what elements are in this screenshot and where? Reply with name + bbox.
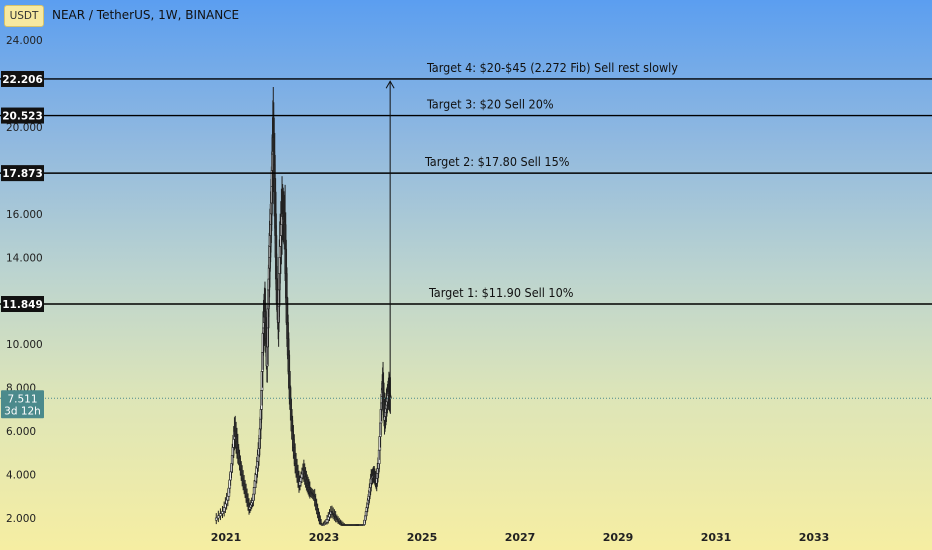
y-tick-label: 4.000 bbox=[6, 470, 36, 482]
current-price-label: 7.511 bbox=[7, 393, 37, 405]
target-annotation: Target 2: $17.80 Sell 15% bbox=[424, 154, 570, 169]
candle-body bbox=[224, 503, 227, 508]
target-annotation: Target 4: $20-$45 (2.272 Fib) Sell rest … bbox=[426, 60, 678, 75]
target-annotation: Target 1: $11.90 Sell 10% bbox=[428, 285, 574, 300]
target-level-label-bg bbox=[1, 165, 44, 182]
candle-body bbox=[328, 513, 331, 518]
candle-body bbox=[214, 517, 218, 521]
target-level-label-bg bbox=[1, 107, 44, 124]
y-tick-label: 16.000 bbox=[6, 209, 43, 221]
candle-body bbox=[217, 515, 220, 519]
current-price-label-bg bbox=[1, 390, 44, 419]
y-tick-label: 10.000 bbox=[6, 339, 43, 351]
candles bbox=[214, 87, 392, 526]
x-tick-label: 2027 bbox=[505, 531, 536, 544]
target-level-label: 11.849 bbox=[2, 299, 43, 311]
target-level-label-bg bbox=[1, 70, 44, 87]
candle-body bbox=[221, 511, 224, 514]
candle-body bbox=[222, 507, 226, 512]
candle-body bbox=[325, 519, 329, 523]
currency-badge[interactable]: USDT bbox=[4, 5, 44, 27]
arrow-head bbox=[385, 80, 395, 89]
candle-body bbox=[225, 499, 228, 505]
x-tick-label: 2023 bbox=[309, 531, 340, 544]
x-tick-label: 2033 bbox=[799, 531, 830, 544]
x-tick-label: 2029 bbox=[603, 531, 634, 544]
y-tick-label: 14.000 bbox=[6, 252, 43, 264]
y-axis-ticks: 24.00020.00016.00014.00010.0008.0006.000… bbox=[6, 35, 43, 525]
x-tick-label: 2031 bbox=[701, 531, 732, 544]
candle-body bbox=[219, 513, 222, 517]
target-level-label: 20.523 bbox=[2, 111, 43, 123]
target-level-label: 17.873 bbox=[2, 168, 43, 180]
y-tick-label: 2.000 bbox=[6, 513, 36, 525]
target-level-label-bg bbox=[1, 296, 44, 313]
y-tick-label: 20.000 bbox=[6, 122, 43, 134]
x-axis-ticks: 2021 2023 2025 2027 2029 2031 2033 bbox=[211, 531, 830, 544]
y-tick-label: 6.000 bbox=[6, 426, 36, 438]
candle-countdown-label: 3d 12h bbox=[4, 405, 41, 417]
target-annotation: Target 3: $20 Sell 20% bbox=[426, 97, 554, 112]
candle-body bbox=[326, 516, 330, 520]
x-tick-label: 2021 bbox=[211, 531, 242, 544]
target-levels: 22.206 Target 4: $20-$45 (2.272 Fib) Sell… bbox=[0, 60, 932, 313]
target-arrow bbox=[385, 80, 395, 397]
chart-title: NEAR / TetherUS, 1W, BINANCE bbox=[52, 8, 240, 22]
y-tick-label: 24.000 bbox=[6, 35, 43, 47]
x-tick-label: 2025 bbox=[407, 531, 438, 544]
target-level-label: 22.206 bbox=[2, 74, 43, 86]
